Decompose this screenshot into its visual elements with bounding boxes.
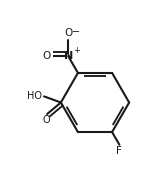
Text: +: + <box>73 46 80 55</box>
Text: O: O <box>64 28 72 38</box>
Text: O: O <box>42 115 50 125</box>
Text: HO: HO <box>27 91 42 101</box>
Text: F: F <box>116 146 122 156</box>
Text: −: − <box>72 27 80 37</box>
Text: O: O <box>43 51 51 61</box>
Text: N: N <box>64 51 73 61</box>
